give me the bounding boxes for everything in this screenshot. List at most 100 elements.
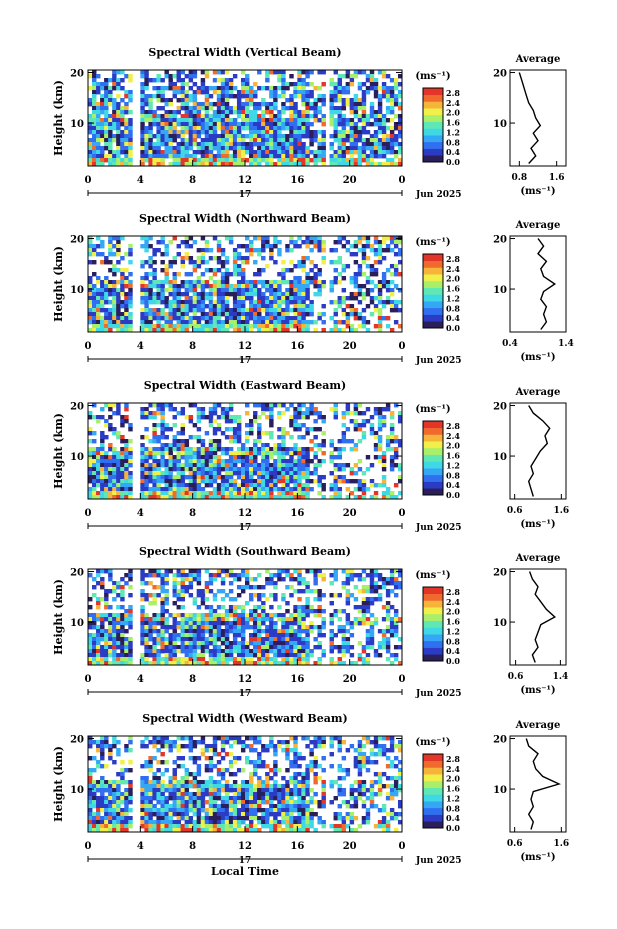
heatmap-cell — [224, 641, 230, 646]
heatmap-cell — [184, 447, 190, 452]
heatmap-cell — [281, 597, 286, 602]
heatmap-cell — [345, 601, 351, 606]
heatmap-cell — [313, 236, 318, 241]
heatmap-cell — [285, 661, 290, 666]
heatmap-cell — [88, 102, 93, 107]
heatmap-cell — [192, 90, 198, 95]
heatmap-cell — [216, 122, 222, 127]
heatmap-cell — [293, 90, 298, 95]
heatmap-cell — [385, 495, 391, 500]
heatmap-cell — [245, 90, 250, 95]
heatmap-cell — [164, 423, 169, 428]
heatmap-cell — [253, 447, 258, 452]
heatmap-cell — [393, 439, 399, 444]
heatmap-cell — [176, 320, 181, 325]
heatmap-cell — [269, 106, 274, 111]
heatmap-cell — [88, 431, 93, 436]
heatmap-cell — [285, 292, 290, 297]
heatmap-cell — [140, 573, 145, 578]
profile-x-tick-label: 0.6 — [507, 506, 523, 516]
heatmap-cell — [152, 487, 157, 492]
heatmap-cell — [148, 629, 153, 634]
heatmap-cell — [289, 158, 294, 163]
heatmap-cell — [204, 447, 210, 452]
heatmap-cell — [120, 320, 125, 325]
heatmap-cell — [261, 463, 266, 468]
heatmap-cell — [389, 459, 395, 464]
heatmap-cell — [88, 467, 93, 472]
heatmap-cell — [204, 292, 210, 297]
heatmap-cell — [361, 479, 367, 484]
heatmap-cell — [188, 308, 194, 313]
heatmap-cell — [92, 122, 97, 127]
heatmap-cell — [261, 150, 266, 155]
heatmap-cell — [293, 661, 298, 666]
heatmap-cell — [172, 158, 177, 163]
heatmap-cell — [305, 324, 310, 329]
heatmap-cell — [204, 617, 210, 622]
heatmap-cell — [333, 320, 338, 325]
heatmap-cell — [96, 150, 101, 155]
heatmap-cell — [333, 98, 338, 103]
heatmap-cell — [281, 162, 286, 167]
heatmap-cell — [333, 260, 338, 265]
heatmap-cell — [369, 74, 375, 79]
heatmap-cell — [341, 150, 347, 155]
heatmap-cell — [160, 126, 165, 131]
heatmap-cell — [309, 94, 314, 99]
heatmap-cell — [92, 328, 97, 333]
heatmap-cell — [337, 146, 343, 151]
heatmap-cell — [156, 114, 161, 119]
heatmap-cell — [176, 90, 181, 95]
heatmap-cell — [297, 154, 302, 159]
heatmap-cell — [196, 653, 202, 658]
heatmap-cell — [96, 130, 101, 135]
heatmap-cell — [140, 593, 145, 598]
heatmap-cell — [317, 236, 322, 241]
heatmap-cell — [88, 146, 93, 151]
heatmap-cell — [208, 292, 214, 297]
colorbar-unit: (ms⁻¹) — [415, 237, 450, 248]
heatmap-cell — [104, 154, 109, 159]
profile-frame — [509, 402, 567, 500]
heatmap-cell — [365, 74, 371, 79]
heatmap-cell — [385, 435, 391, 440]
heatmap-cell — [128, 427, 133, 432]
heatmap-cell — [88, 447, 93, 452]
heatmap-cell — [208, 138, 214, 143]
heatmap-cell — [224, 304, 230, 309]
heatmap-cell — [236, 324, 242, 329]
heatmap-cell — [236, 625, 242, 630]
heatmap-cell — [245, 122, 250, 127]
heatmap-cell — [128, 320, 133, 325]
heatmap-cell — [277, 613, 282, 618]
heatmap-cell — [112, 451, 117, 456]
heatmap-cell — [333, 94, 338, 99]
heatmap-cell — [369, 122, 375, 127]
heatmap-cell — [269, 86, 274, 91]
heatmap-cell — [377, 248, 383, 253]
heatmap-cell — [369, 70, 375, 75]
panel-title: Spectral Width (Southward Beam) — [139, 545, 351, 558]
heatmap-cell — [232, 284, 238, 289]
heatmap-cell — [108, 134, 113, 139]
heatmap-cell — [176, 411, 181, 416]
heatmap-cell — [168, 463, 173, 468]
heatmap-cell — [216, 138, 222, 143]
heatmap-cell — [104, 256, 109, 261]
heatmap-cell — [232, 487, 238, 492]
heatmap-cell — [249, 577, 254, 582]
heatmap-cell — [188, 419, 194, 424]
heatmap-cell — [269, 637, 274, 642]
heatmap-cell — [212, 609, 218, 614]
heatmap-cell — [265, 324, 270, 329]
heatmap-cell — [160, 463, 165, 468]
heatmap-cell — [236, 134, 242, 139]
heatmap-cell — [212, 403, 218, 408]
heatmap-cell — [224, 114, 230, 119]
heatmap-cell — [148, 487, 153, 492]
heatmap-cell — [249, 142, 254, 147]
heatmap-cell — [309, 304, 314, 309]
heatmap-cell — [321, 451, 326, 456]
heatmap-cell — [192, 102, 198, 107]
